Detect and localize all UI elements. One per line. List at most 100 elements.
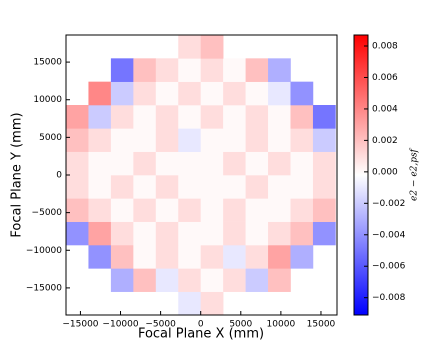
heat-cell (110, 151, 134, 176)
heat-cell (312, 175, 336, 199)
heat-cell (110, 268, 134, 292)
heat-cell (66, 198, 89, 222)
heat-cell (312, 151, 336, 176)
heat-cell (268, 58, 291, 82)
heat-cell (200, 175, 224, 199)
heat-cell (88, 151, 112, 176)
heat-cell (155, 151, 179, 176)
y-tick-label: −5000 (32, 208, 63, 218)
heat-cell (223, 245, 246, 269)
heat-cell (312, 198, 336, 222)
heat-cell (245, 105, 269, 129)
heat-cell (223, 175, 246, 199)
y-tick-label: −10000 (26, 246, 62, 256)
heat-cell (268, 128, 291, 152)
heat-cell (200, 151, 224, 176)
heat-cell (223, 105, 246, 129)
heat-cell (268, 175, 291, 199)
heat-cell (312, 221, 336, 246)
heat-cell (133, 81, 157, 106)
x-tick-label: 10000 (267, 320, 296, 330)
heat-cell (155, 58, 179, 82)
x-tick-label: −5000 (145, 320, 176, 330)
heat-cell (268, 151, 291, 176)
heat-cell (110, 81, 134, 106)
colorbar-label: e2 − e2,psf (410, 147, 420, 201)
colorbar-tick-label: 0.002 (372, 136, 398, 146)
heat-cell (110, 105, 134, 129)
heat-cell (133, 175, 157, 199)
heat-cell (133, 221, 157, 246)
heat-cell (223, 58, 246, 82)
heat-cell (245, 221, 269, 246)
heat-cell (290, 245, 314, 269)
heat-cell (223, 221, 246, 246)
heat-cell (66, 105, 89, 129)
heat-cell (245, 128, 269, 152)
heat-cell (110, 128, 134, 152)
heat-cell (290, 105, 314, 129)
heat-cell (178, 175, 201, 199)
heat-cell (110, 175, 134, 199)
y-tick-label: −15000 (26, 283, 62, 293)
y-tick-label: 5000 (39, 133, 62, 143)
heat-cell (155, 221, 179, 246)
heat-cell (200, 105, 224, 129)
heat-cell (223, 198, 246, 222)
heat-cell (178, 245, 201, 269)
heat-cell (223, 128, 246, 152)
y-tick-label: 0 (56, 171, 62, 181)
heat-cell (200, 35, 224, 59)
heat-cell (133, 105, 157, 129)
heat-cell (155, 105, 179, 129)
heat-cell (133, 198, 157, 222)
colorbar-tick-label: −0.004 (372, 230, 406, 240)
heat-cell (110, 58, 134, 82)
heat-cell (178, 151, 201, 176)
colorbar-tick-label: 0.008 (372, 42, 398, 52)
heat-cell (200, 198, 224, 222)
y-tick-label: 10000 (33, 95, 62, 105)
heat-cell (290, 151, 314, 176)
heat-cell (200, 81, 224, 106)
x-tick-label: 5000 (229, 320, 252, 330)
colorbar-tick-label: −0.002 (372, 199, 405, 209)
heat-cell (110, 245, 134, 269)
heat-cell (88, 128, 112, 152)
heat-cell (178, 221, 201, 246)
heat-cell (155, 268, 179, 292)
heat-cell (200, 291, 224, 316)
heat-cell (110, 198, 134, 222)
heat-cell (245, 175, 269, 199)
heat-cell (133, 151, 157, 176)
heat-cell (178, 81, 201, 106)
heat-cell (268, 245, 291, 269)
heat-cell (290, 221, 314, 246)
heat-cell (268, 221, 291, 246)
heat-cell (133, 128, 157, 152)
heat-cell (66, 221, 89, 246)
heat-cell (223, 81, 246, 106)
heat-cell (88, 198, 112, 222)
heat-cell (178, 35, 201, 59)
colorbar-tick-label: 0.006 (372, 73, 398, 83)
colorbar-tick-label: −0.008 (372, 293, 406, 303)
heat-cell (178, 268, 201, 292)
heat-cell (200, 268, 224, 292)
heat-cell (133, 268, 157, 292)
heat-cell (133, 245, 157, 269)
heat-cell (66, 128, 89, 152)
x-tick-label: 0 (198, 320, 204, 330)
heat-cell (200, 245, 224, 269)
heat-cell (268, 268, 291, 292)
heat-cell (312, 128, 336, 152)
y-tick-label: 15000 (33, 58, 62, 68)
colorbar-tick-label: 0.000 (372, 167, 398, 177)
heat-cell (200, 128, 224, 152)
heat-cell (245, 268, 269, 292)
heat-cell (178, 128, 201, 152)
heat-cell (178, 105, 201, 129)
heat-cell (290, 198, 314, 222)
